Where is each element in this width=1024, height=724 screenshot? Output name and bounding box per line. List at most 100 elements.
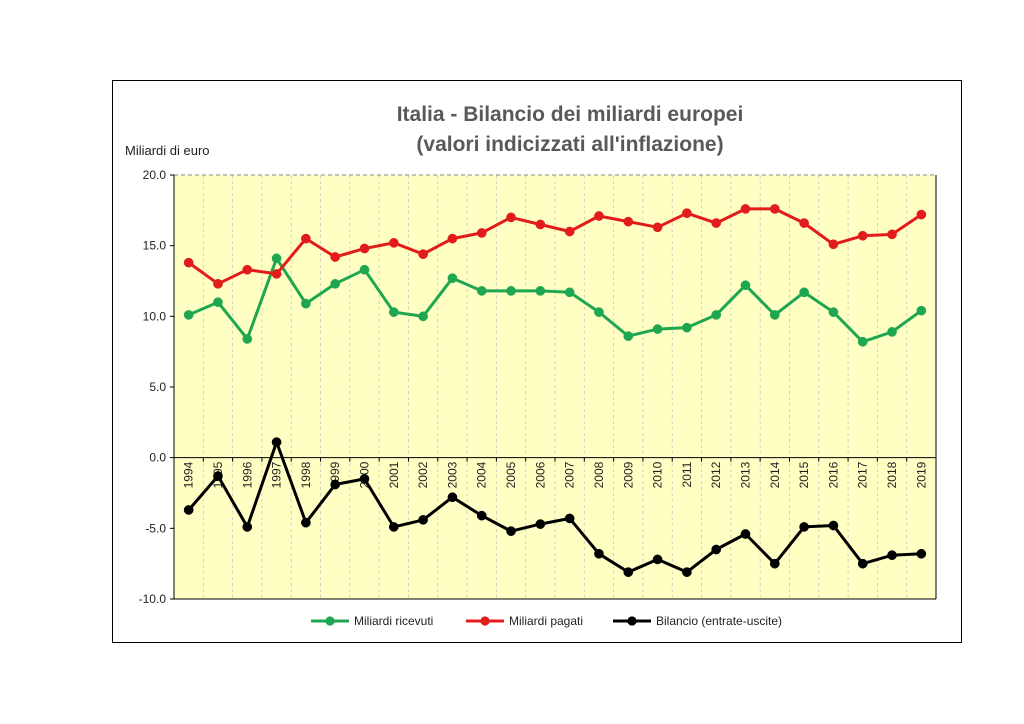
chart-title-line-2: (valori indicizzati all'inflazione) bbox=[416, 133, 723, 156]
data-point bbox=[418, 311, 428, 322]
data-point bbox=[564, 287, 575, 298]
data-point bbox=[887, 229, 897, 240]
y-tick-label: 15.0 bbox=[143, 239, 167, 253]
x-tick-label: 2013 bbox=[739, 461, 753, 488]
legend-label: Bilancio (entrate-uscite) bbox=[656, 614, 782, 628]
x-tick-label: 2003 bbox=[445, 461, 459, 488]
data-point bbox=[388, 237, 399, 248]
x-tick-label: 2005 bbox=[504, 461, 518, 488]
data-point bbox=[682, 208, 692, 219]
data-point bbox=[828, 520, 839, 531]
data-point bbox=[564, 226, 575, 237]
x-tick-label: 2014 bbox=[768, 461, 782, 488]
data-point bbox=[623, 216, 634, 227]
data-point bbox=[242, 522, 253, 532]
data-point bbox=[330, 278, 341, 289]
data-point bbox=[242, 264, 253, 275]
data-point bbox=[418, 249, 428, 259]
data-point bbox=[711, 544, 722, 555]
data-point bbox=[213, 297, 223, 308]
chart-title-line-1: Italia - Bilancio dei miliardi europei bbox=[397, 103, 744, 126]
legend-swatch-marker bbox=[627, 616, 637, 626]
data-point bbox=[388, 522, 399, 532]
x-tick-label: 2004 bbox=[475, 461, 489, 488]
data-point bbox=[330, 252, 341, 262]
data-point bbox=[594, 307, 604, 317]
y-tick-label: -5.0 bbox=[145, 521, 166, 535]
x-tick-label: 2002 bbox=[416, 461, 430, 488]
data-point bbox=[271, 269, 282, 279]
data-point bbox=[271, 437, 282, 447]
data-point bbox=[682, 322, 692, 333]
data-point bbox=[594, 211, 604, 221]
data-point bbox=[887, 327, 897, 337]
data-point bbox=[183, 257, 194, 268]
data-point bbox=[418, 515, 428, 525]
data-point bbox=[594, 548, 604, 559]
data-point bbox=[828, 239, 839, 250]
x-tick-label: 1994 bbox=[182, 461, 196, 488]
data-point bbox=[359, 474, 370, 484]
legend-swatch-marker bbox=[480, 616, 490, 626]
data-point bbox=[242, 334, 253, 344]
x-tick-label: 2012 bbox=[709, 461, 723, 488]
data-point bbox=[447, 273, 458, 284]
series-line-1 bbox=[188, 256, 923, 344]
legend-label: Miliardi ricevuti bbox=[354, 614, 433, 628]
x-tick-label: 1998 bbox=[299, 461, 313, 488]
data-point bbox=[769, 310, 780, 320]
x-tick-label: 2017 bbox=[856, 461, 870, 488]
x-tick-label: 2008 bbox=[592, 461, 606, 488]
data-point bbox=[476, 286, 487, 296]
data-point bbox=[447, 233, 458, 244]
data-point bbox=[213, 471, 223, 481]
data-point bbox=[330, 479, 341, 490]
data-point bbox=[916, 305, 927, 316]
y-tick-label: 5.0 bbox=[149, 380, 166, 394]
data-point bbox=[623, 567, 634, 577]
chart: Italia - Bilancio dei miliardi europei (… bbox=[125, 103, 937, 628]
data-point bbox=[183, 505, 194, 515]
x-tick-label: 2009 bbox=[621, 461, 635, 488]
x-tick-label: 2015 bbox=[797, 461, 811, 488]
data-point bbox=[682, 567, 692, 577]
x-tick-label: 2010 bbox=[651, 461, 665, 488]
data-point bbox=[535, 219, 546, 230]
data-point bbox=[476, 228, 487, 238]
data-point bbox=[740, 529, 751, 539]
data-point bbox=[857, 336, 868, 347]
data-point bbox=[359, 243, 370, 254]
data-point bbox=[828, 307, 839, 317]
data-point bbox=[388, 307, 399, 317]
data-point bbox=[916, 209, 927, 220]
data-point bbox=[652, 324, 663, 334]
y-tick-label: -10.0 bbox=[139, 592, 167, 606]
data-point bbox=[711, 218, 722, 228]
legend-label: Miliardi pagati bbox=[509, 614, 583, 628]
data-point bbox=[564, 513, 575, 524]
data-point bbox=[213, 278, 223, 289]
data-point bbox=[857, 558, 868, 569]
x-tick-label: 2011 bbox=[680, 461, 694, 487]
data-point bbox=[857, 230, 868, 241]
data-point bbox=[799, 522, 809, 532]
data-point bbox=[506, 286, 516, 296]
data-point bbox=[301, 298, 311, 309]
data-point bbox=[740, 280, 751, 291]
x-tick-label: 2001 bbox=[387, 461, 401, 488]
data-point bbox=[652, 222, 663, 233]
data-point bbox=[535, 286, 546, 296]
legend: Miliardi ricevuti Miliardi pagati Bilancio… bbox=[311, 614, 782, 628]
data-point bbox=[799, 287, 809, 298]
data-point bbox=[271, 253, 282, 264]
data-point bbox=[740, 204, 751, 214]
x-tick-label: 2018 bbox=[885, 461, 899, 488]
data-point bbox=[506, 526, 516, 537]
data-point bbox=[359, 264, 370, 275]
y-tick-label: 10.0 bbox=[143, 309, 167, 323]
x-tick-label: 2007 bbox=[563, 461, 577, 488]
y-tick-label: 0.0 bbox=[149, 451, 166, 465]
x-tick-label: 1997 bbox=[270, 461, 284, 488]
data-point bbox=[506, 212, 516, 223]
data-point bbox=[447, 492, 458, 503]
